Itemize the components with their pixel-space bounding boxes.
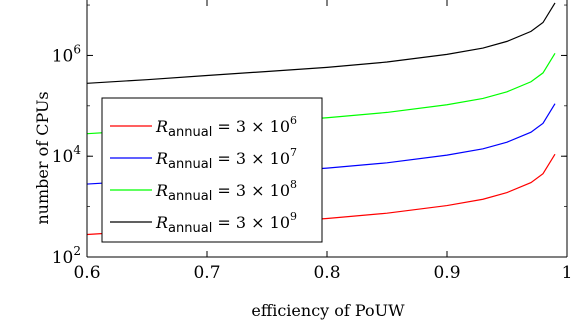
legend-exponent: 7 — [290, 146, 297, 159]
legend-symbol: R — [155, 181, 168, 200]
legend-symbol: R — [155, 213, 168, 232]
legend-equation: = 3 × 10 — [212, 213, 290, 232]
x-tick-label: 0.6 — [73, 263, 100, 283]
y-tick-base: 10 — [52, 46, 74, 66]
y-tick-base: 10 — [52, 147, 74, 167]
y-tick-exponent: 2 — [73, 244, 81, 258]
legend-symbol: R — [155, 117, 168, 136]
legend-label: Rannual = 3 × 109 — [155, 210, 297, 236]
y-tick-exponent: 4 — [73, 143, 81, 157]
legend-exponent: 9 — [290, 210, 297, 223]
y-tick-label: 106 — [52, 42, 81, 66]
y-tick-label: 104 — [52, 143, 82, 167]
legend-label: Rannual = 3 × 108 — [155, 178, 297, 204]
x-tick-label: 0.7 — [193, 263, 220, 283]
legend-symbol: R — [155, 149, 168, 168]
legend-exponent: 8 — [290, 178, 297, 191]
legend-equation: = 3 × 10 — [212, 117, 290, 136]
x-tick-label: 0.8 — [313, 263, 340, 283]
y-tick-exponent: 6 — [73, 42, 81, 56]
legend-exponent: 6 — [290, 114, 297, 127]
legend-equation: = 3 × 10 — [212, 149, 290, 168]
legend-subscript: annual — [168, 125, 212, 140]
legend-box — [101, 97, 323, 243]
x-tick-label: 0.9 — [433, 263, 460, 283]
legend-subscript: annual — [168, 189, 212, 204]
legend-label: Rannual = 3 × 107 — [155, 146, 297, 172]
x-tick-label: 1 — [562, 263, 573, 283]
x-axis-title: efficiency of PoUW — [251, 301, 405, 320]
legend-subscript: annual — [168, 157, 212, 172]
legend-label: Rannual = 3 × 106 — [155, 114, 297, 140]
y-tick-label: 102 — [52, 244, 81, 268]
legend-equation: = 3 × 10 — [212, 181, 290, 200]
y-tick-base: 10 — [52, 248, 74, 268]
legend-subscript: annual — [168, 221, 212, 236]
series-line-4 — [86, 2, 556, 84]
y-axis-title: number of CPUs — [33, 91, 52, 224]
